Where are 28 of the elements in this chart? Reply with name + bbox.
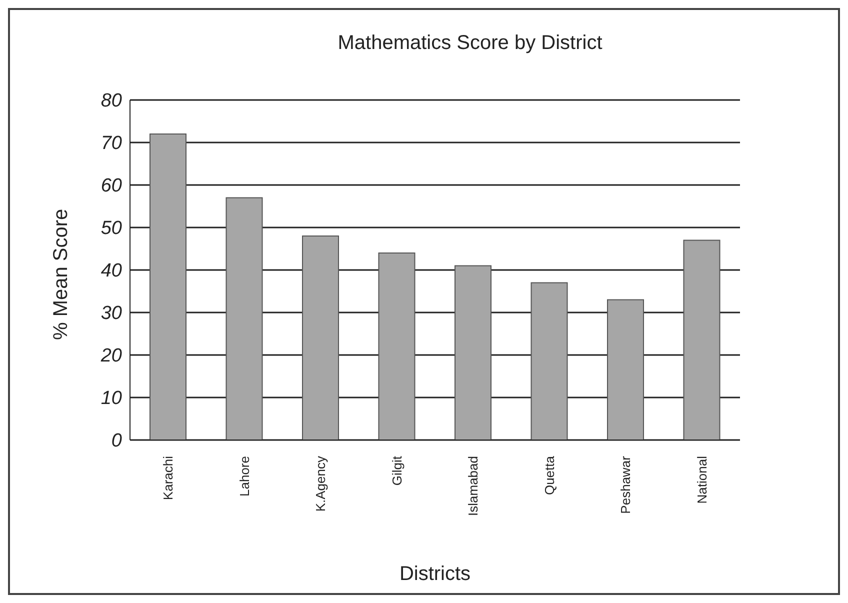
x-tick-label: Gilgit bbox=[389, 456, 404, 486]
bar bbox=[302, 236, 339, 440]
bar bbox=[683, 240, 720, 440]
y-tick-label: 60 bbox=[100, 176, 122, 197]
y-tick-label: 10 bbox=[100, 388, 122, 410]
bar bbox=[607, 299, 644, 440]
x-tick-label: Karachi bbox=[160, 456, 176, 500]
y-tick-label: 40 bbox=[100, 260, 122, 282]
x-tick-label: National bbox=[694, 456, 710, 504]
y-tick-label: 20 bbox=[100, 346, 122, 367]
bar bbox=[150, 134, 186, 440]
x-tick-label: K.Agency bbox=[313, 456, 328, 512]
y-tick-label: 50 bbox=[100, 218, 122, 240]
chart-title: Mathematics Score by District bbox=[336, 32, 604, 55]
y-axis-title: % Mean Score bbox=[50, 208, 72, 340]
x-tick-label: Islamabad bbox=[466, 456, 481, 516]
bar bbox=[530, 282, 568, 440]
x-axis-title: Districts bbox=[399, 563, 471, 585]
bar bbox=[378, 252, 416, 440]
bar bbox=[226, 197, 263, 440]
y-tick-label: 0 bbox=[111, 430, 122, 452]
x-tick-label: Peshawar bbox=[618, 455, 634, 514]
bar bbox=[454, 265, 492, 440]
y-tick-label: 30 bbox=[100, 303, 122, 324]
y-tick-label: 70 bbox=[100, 133, 122, 154]
x-tick-label: Lahore bbox=[236, 456, 252, 496]
x-tick-label: Quetta bbox=[542, 455, 557, 496]
y-tick-label: 80 bbox=[100, 90, 122, 112]
